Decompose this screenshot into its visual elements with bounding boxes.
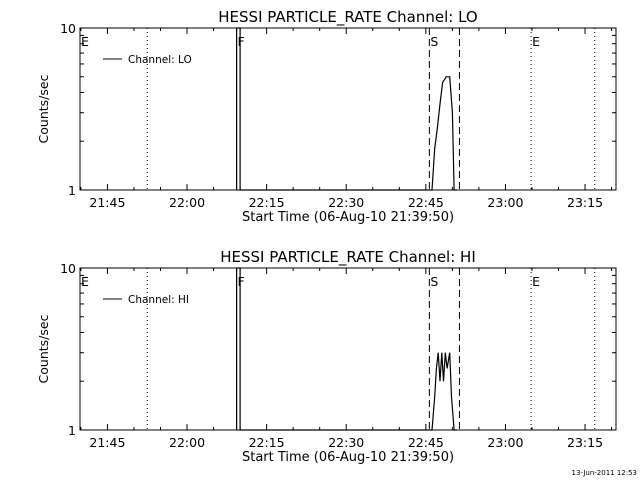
x-tick-label: 23:15 [567,435,603,450]
y-tick-label: 10 [60,261,76,276]
x-tick-label: 22:45 [408,435,444,450]
event-marker-label: E [532,34,540,49]
chart-panel-hi: HESSI PARTICLE_RATE Channel: HI 21:45 22:0… [36,248,617,465]
x-tick-label: 22:15 [249,195,285,210]
legend-entry: Channel: HI [128,294,189,306]
event-marker-label: E [532,274,540,289]
x-tick-label: 21:45 [89,435,125,450]
x-tick-label: 22:00 [169,435,205,450]
data-series-line [236,267,457,431]
x-tick-label: 22:30 [328,195,364,210]
event-marker-label: S [430,34,438,49]
x-tick-label: 22:30 [328,435,364,450]
legend-entry: Channel: LO [128,54,192,66]
x-tick-label: 22:45 [408,195,444,210]
chart-panel-lo: HESSI PARTICLE_RATE Channel: LO 21:45 22:0… [36,8,617,225]
y-axis-label: Counts/sec [36,74,51,143]
y-tick-label: 1 [68,423,76,438]
y-tick-label: 10 [60,21,76,36]
x-tick-label: 21:45 [89,195,125,210]
y-axis-label: Counts/sec [36,314,51,383]
x-tick-label: 22:15 [249,435,285,450]
chart-panels: HESSI PARTICLE_RATE Channel: LO 21:45 22:0… [36,8,617,465]
x-tick-label: 23:00 [487,195,523,210]
x-tick-label: 23:00 [487,435,523,450]
chart-title: HESSI PARTICLE_RATE Channel: LO [218,8,477,27]
event-marker-label: E [81,274,89,289]
event-marker-label: E [81,34,89,49]
y-tick-label: 1 [68,183,76,198]
x-tick-label: 23:15 [567,195,603,210]
x-tick-label: 22:00 [169,195,205,210]
x-axis-label: Start Time (06-Aug-10 21:39:50) [242,450,454,465]
x-axis-label: Start Time (06-Aug-10 21:39:50) [242,210,454,225]
event-marker-label: S [430,274,438,289]
event-marker-label: F [238,34,245,49]
footer-timestamp: 13-Jun-2011 12:53 [572,469,638,477]
chart-title: HESSI PARTICLE_RATE Channel: HI [220,248,476,267]
data-series-line [236,27,457,191]
event-marker-label: F [238,274,245,289]
